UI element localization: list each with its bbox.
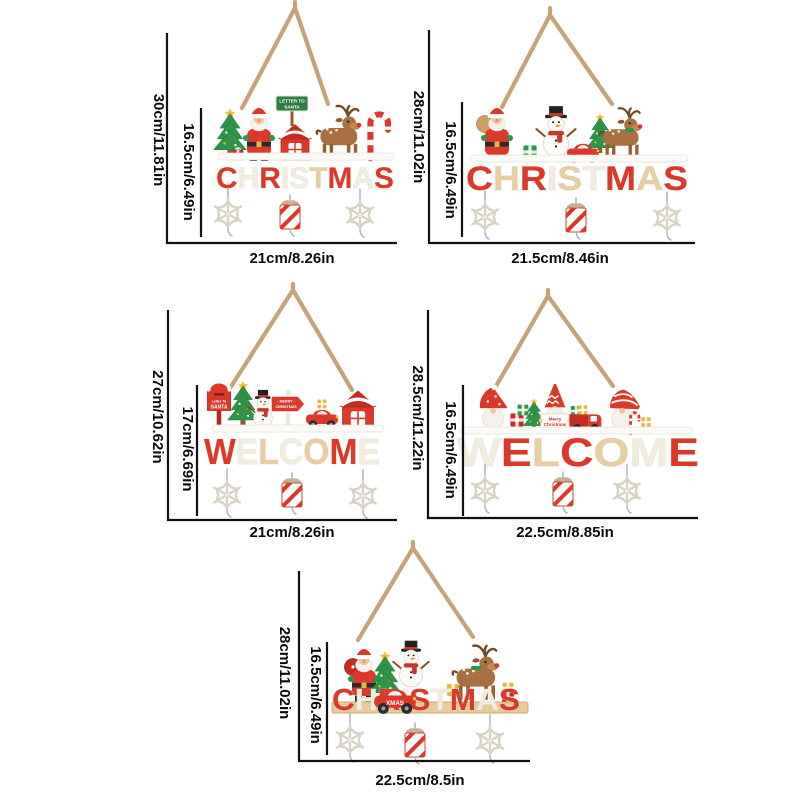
snow-strip	[459, 426, 693, 435]
product-4-figures: Merry Christmas	[459, 378, 693, 436]
gift-figure	[517, 402, 529, 416]
gift-figure	[640, 415, 652, 428]
reindeer-figure	[315, 104, 363, 160]
snowflake-pendant	[333, 712, 367, 764]
p1-width-label: 21cm/8.26in	[249, 250, 334, 267]
p1-total-height-label: 30cm/11.81in	[150, 94, 167, 187]
gnome-sign-line1: Merry	[549, 416, 562, 421]
letter-board-line1: LETTER TO	[279, 99, 305, 104]
gift-pendant	[266, 193, 316, 243]
product-5-image: CHRISTMAS XMAS 28cm/11.02in 16.5cm/6.49i…	[276, 540, 530, 789]
snow-strip	[211, 424, 385, 433]
snow-strip	[469, 154, 689, 163]
snowflake-pendant	[346, 468, 380, 520]
gnome-figure-left	[479, 384, 508, 433]
sack-snowflake-dot	[351, 665, 355, 669]
snowflake-pendant	[211, 186, 245, 238]
snowflake-pendant	[468, 189, 502, 241]
car-xmas-text: XMAS	[386, 700, 404, 707]
gift-on-car	[317, 397, 327, 409]
product-3-figures: Letter To SANTA - MERRY - CHRISTMAS	[206, 379, 385, 433]
gift-pendant	[539, 470, 589, 520]
p5-inner-height-label: 16.5cm/6.49in	[307, 646, 324, 744]
gnome-sign-line2: Christmas	[544, 422, 567, 427]
letter-board-line2: SANTA	[284, 105, 300, 110]
deer-scarf	[471, 666, 481, 670]
p3-inner-height-label: 17cm/6.69in	[179, 406, 196, 491]
p3-total-height-label: 27cm/10.62in	[149, 370, 166, 463]
product-4-image: Merry Christmas W E LC O M E 2	[409, 287, 699, 541]
santa-figure	[242, 99, 276, 162]
jute-rope	[239, 0, 331, 111]
product-2-image: CHRISTMAS 28cm/11.02in 16.5cm/6.49in 21.…	[410, 5, 695, 267]
p4-total-dimension-line	[426, 310, 698, 520]
deer-scarf	[625, 128, 634, 132]
product-word: CHRISTMAS	[332, 682, 520, 717]
p5-total-dimension-line	[297, 571, 530, 763]
p2-width-label: 21.5cm/8.46in	[511, 250, 609, 267]
mailbox-line1: Letter To	[212, 399, 226, 403]
mailbox-line2: SANTA	[210, 405, 227, 411]
snow-strip	[217, 152, 395, 161]
p2-inner-height-label: 16.5cm/6.49in	[442, 121, 459, 219]
p3-width-label: 21cm/8.26in	[249, 524, 334, 541]
gift-pendant	[391, 721, 441, 771]
product-word: CHRISTMAS	[216, 162, 394, 195]
product-word: WELCOME	[204, 431, 380, 472]
jute-rope	[355, 540, 476, 643]
product-1-image: LETTER TO SANTA CHRISTMAS 30cm/11.81in 1…	[150, 0, 397, 267]
product-5-figures	[344, 639, 515, 705]
jute-rope	[222, 281, 355, 399]
snowman-figure	[392, 639, 430, 688]
p4-inner-height-label: 16.5cm/6.49in	[442, 401, 459, 499]
product-1-figures: LETTER TO SANTA	[213, 95, 395, 162]
snowflake-pendant	[650, 190, 684, 242]
gift-pendant	[268, 471, 318, 521]
christmas-tree-figure	[213, 107, 247, 157]
p2-total-dimension-line	[427, 30, 695, 245]
p5-total-height-label: 28cm/11.02in	[276, 627, 293, 720]
product-3-image: Letter To SANTA - MERRY - CHRISTMAS WELC…	[149, 281, 397, 541]
gift-pendant	[552, 196, 602, 246]
p2-total-height-label: 28cm/11.02in	[410, 91, 427, 184]
snowflake-pendant	[343, 187, 377, 239]
reindeer-figure	[598, 107, 644, 159]
p5-width-label: 22.5cm/8.5in	[375, 772, 464, 789]
merry-christmas-arrow-sign: - MERRY - CHRISTMAS	[270, 389, 306, 429]
candy-cane-figure	[370, 114, 388, 158]
p3-total-dimension-line	[166, 310, 397, 522]
p1-total-dimension-line	[165, 33, 397, 245]
snowflake-pendant	[210, 467, 244, 519]
arrow-sign-line1: - MERRY -	[277, 400, 295, 404]
product-2-figures	[469, 99, 689, 163]
jute-rope	[492, 287, 616, 391]
santa-mailbox-figure: Letter To SANTA	[206, 379, 232, 428]
jute-rope	[499, 5, 615, 110]
letter-to-santa-board: LETTER TO SANTA	[275, 95, 309, 126]
product-word: CHRISTMAS	[466, 160, 688, 198]
p4-width-label: 22.5cm/8.85in	[516, 524, 614, 541]
xmas-car-figure: XMAS	[374, 689, 417, 714]
snowflake-pendant	[473, 713, 507, 765]
arrow-sign-line2: CHRISTMAS	[275, 405, 297, 409]
house-figure	[337, 388, 379, 432]
gnome-figure-middle: Merry Christmas	[538, 378, 572, 434]
p1-inner-height-label: 16.5cm/6.49in	[180, 123, 197, 221]
p4-total-height-label: 28.5cm/11.22in	[409, 365, 426, 470]
